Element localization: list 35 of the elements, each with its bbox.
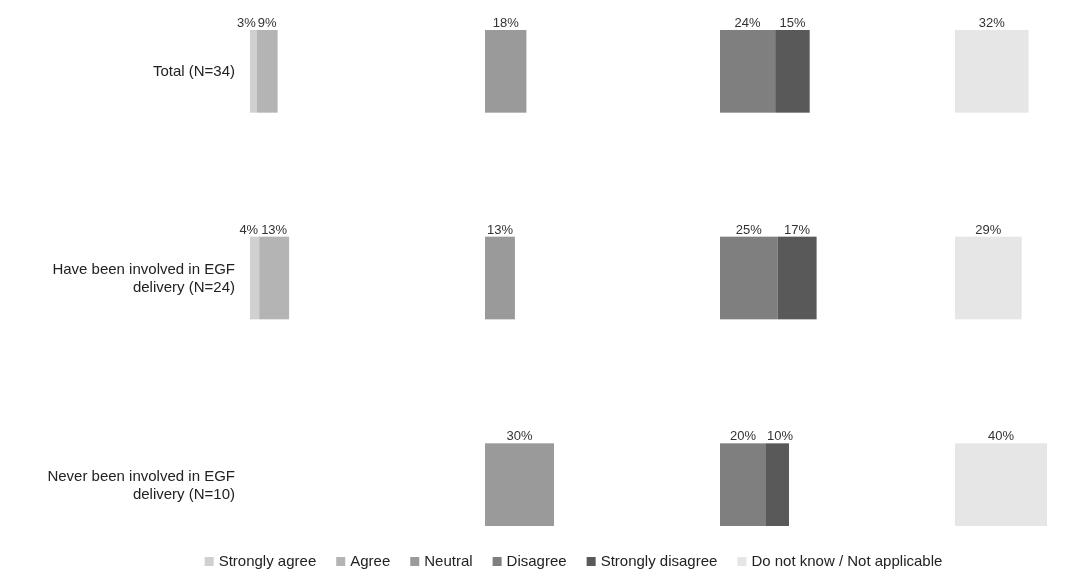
data-label: 30% [506,428,533,444]
data-label: 10% [767,428,794,444]
bar [720,236,778,320]
data-label: 17% [784,221,811,237]
bar [777,236,817,320]
data-label: 24% [734,15,762,30]
data-label: 4% [239,221,259,237]
legend-label: Disagree [506,552,567,569]
legend-label: Agree [350,552,391,569]
data-label: 18% [492,15,520,30]
bar [250,236,260,320]
bar [720,30,776,113]
data-label: 13% [261,221,288,237]
y-tick-label: Total (N=34) [152,62,235,80]
data-label: 13% [486,221,514,237]
legend-label: Strongly disagree [600,552,718,569]
legend-label: Strongly agree [218,552,317,569]
data-label: 40% [987,428,1015,444]
data-label: 32% [978,15,1006,30]
y-tick-label: Have been involved in EGF delivery (N=24) [52,260,235,295]
data-label: 25% [735,221,763,237]
bar [259,236,290,320]
data-label: 9% [257,15,278,30]
bar [250,30,257,113]
y-tick-label: Never been involved in EGF delivery (N=10) [47,466,235,502]
bar [775,30,810,113]
bar [720,443,766,526]
bar [256,30,278,113]
legend-label: Do not know / Not applicable [751,552,943,569]
legend-label: Neutral [424,552,473,569]
data-label: 3% [237,15,257,30]
data-label: 20% [729,428,757,444]
data-label: 15% [779,15,806,30]
data-label: 29% [975,221,1002,237]
bar [766,443,789,526]
